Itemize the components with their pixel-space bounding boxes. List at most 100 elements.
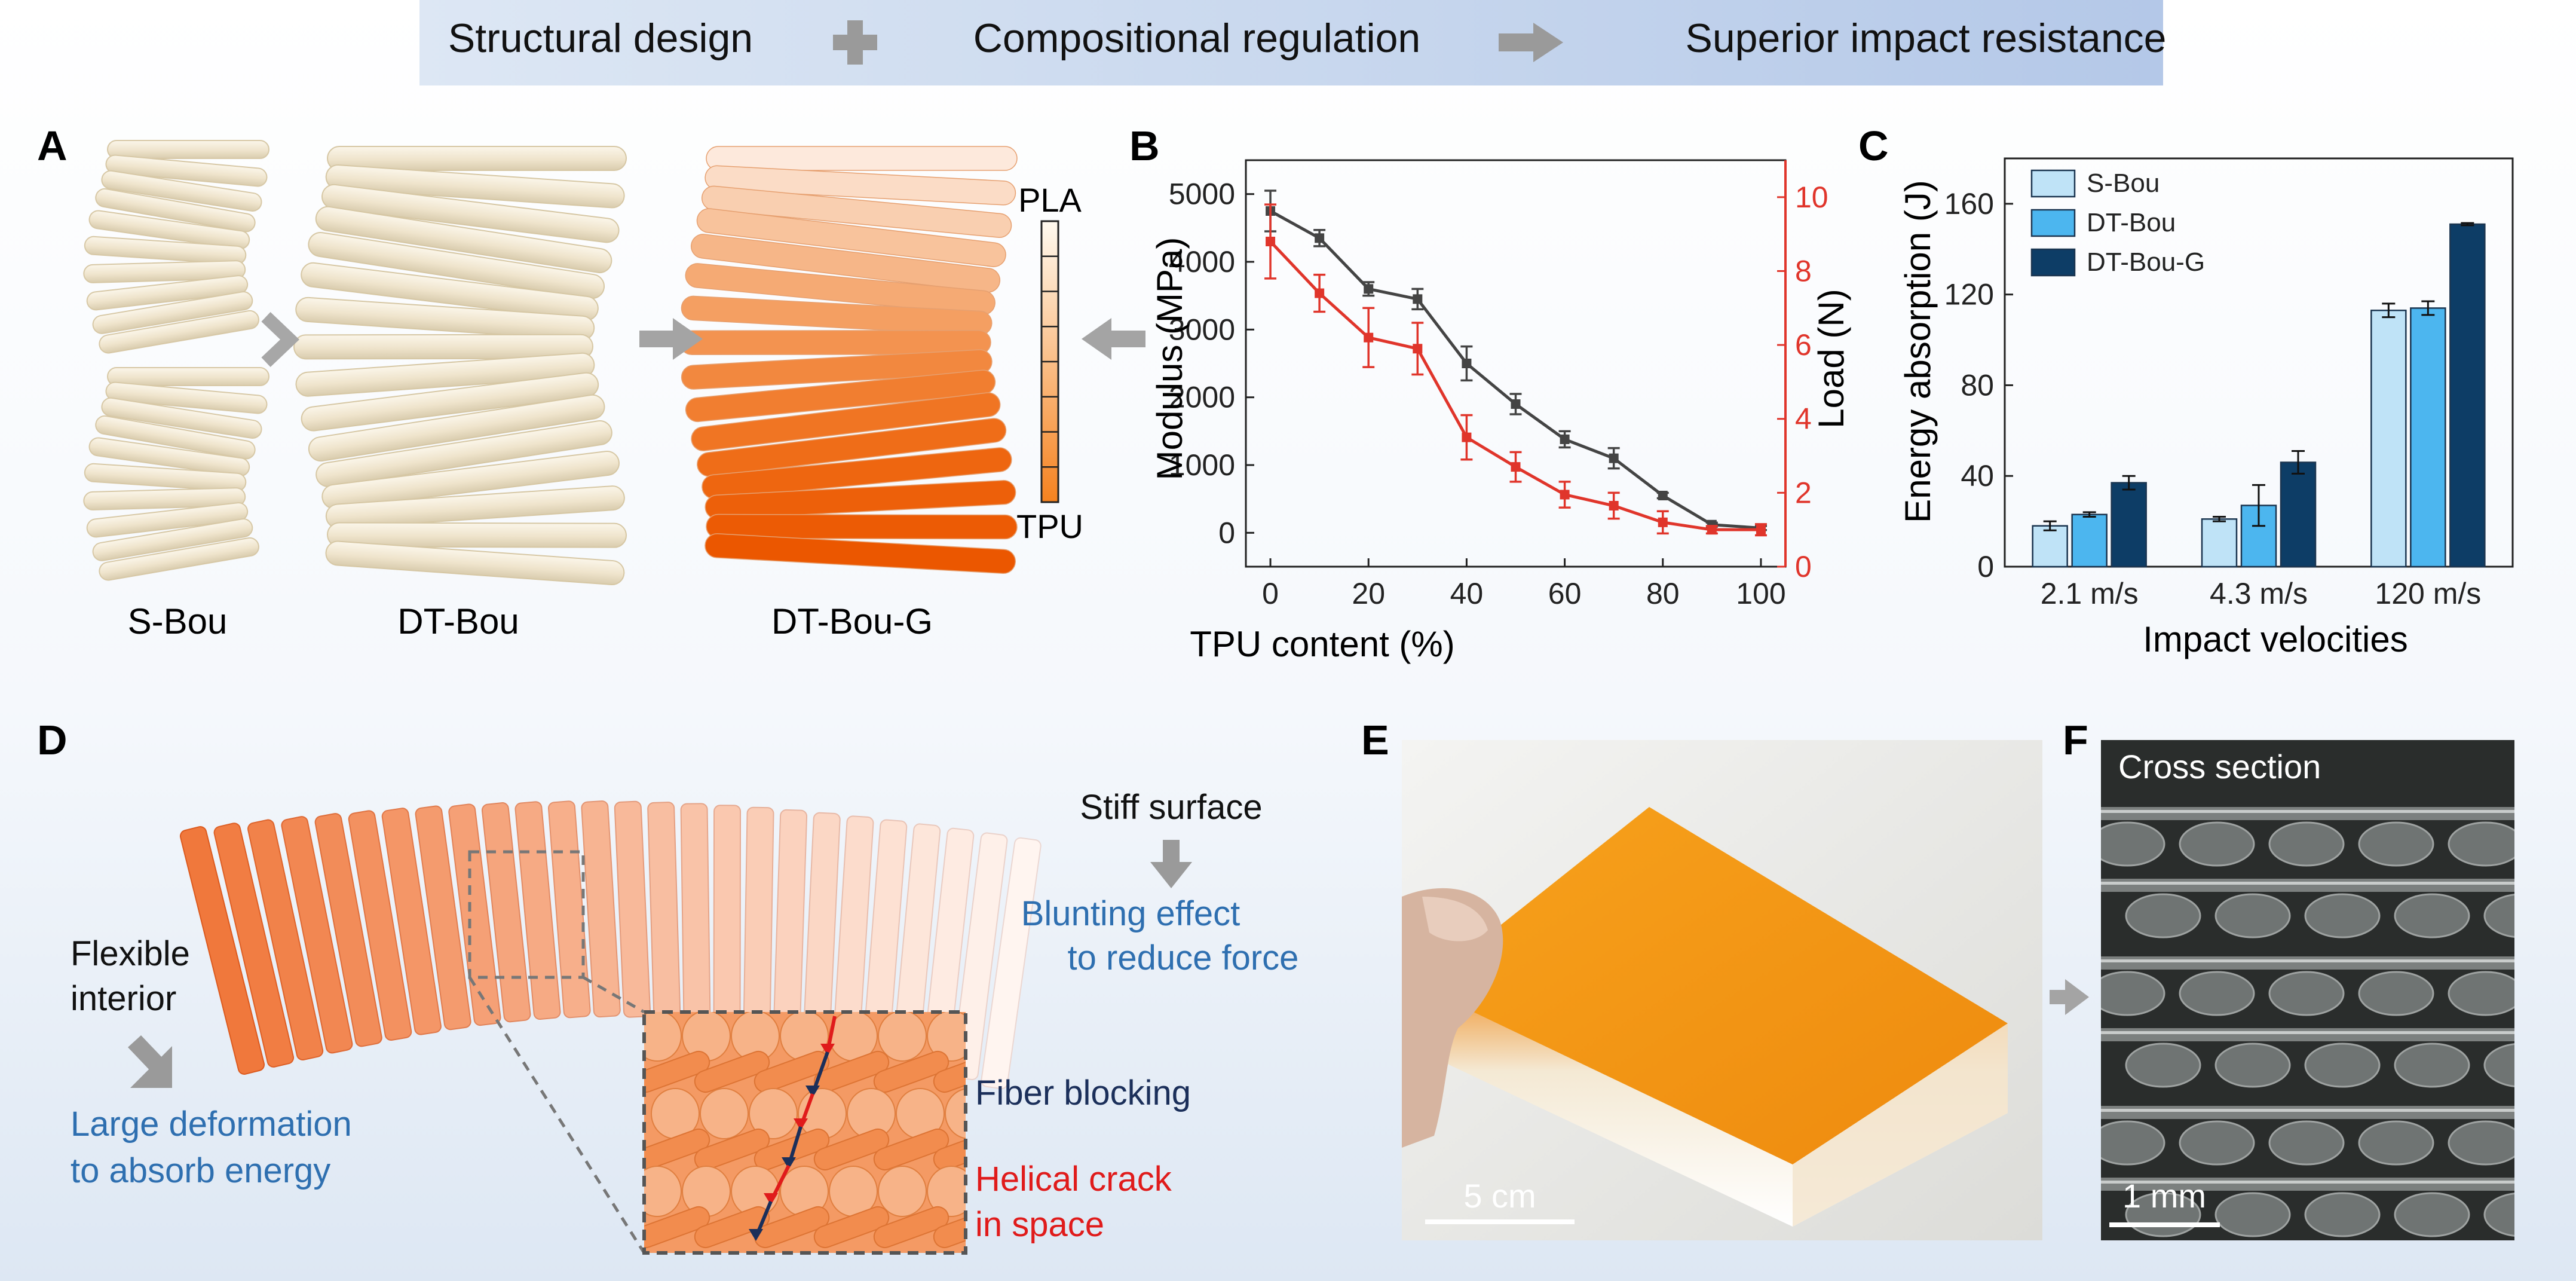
zoom-line-top [582, 976, 645, 1014]
fiber-rod [873, 1128, 949, 1171]
rod-layer [697, 418, 1007, 477]
fiber-rod [753, 1128, 830, 1171]
fiber-end [700, 1088, 749, 1139]
c-y-axis-label: Energy absorption (J) [1898, 180, 1938, 523]
legend-label-dt-bou-g: DT-Bou-G [2087, 247, 2205, 277]
e-scale-label: 5 cm [1463, 1177, 1536, 1215]
load-point [1364, 332, 1374, 343]
rod-layer [321, 450, 620, 509]
fiber-layer [514, 801, 561, 1020]
load-point [1413, 344, 1423, 354]
fiber-cross-section [2394, 1042, 2470, 1088]
rod-layer [86, 275, 249, 311]
fiber-band-highlight [2101, 1031, 2514, 1034]
bar-s-bou [2201, 518, 2238, 568]
fiber-cross-section [2483, 894, 2514, 938]
fiber-end [878, 1166, 927, 1217]
load-series-line [1269, 240, 1761, 531]
arrow-down-icon [1150, 840, 1192, 888]
fiber-layer [448, 803, 501, 1026]
rod-layer [706, 146, 1018, 171]
fiber-cross-section [2448, 821, 2514, 867]
rod-layer [88, 210, 250, 250]
fiber-end [878, 1012, 927, 1062]
panel-letter-d: D [37, 717, 68, 763]
f-scale-label: 1 mm [2122, 1177, 2206, 1215]
fiber-rod [933, 1128, 966, 1171]
c-y-tick-label: 160 [1944, 187, 1994, 221]
fiber-cross-section [2394, 1192, 2470, 1237]
fiber-cross-section [2358, 971, 2434, 1016]
chevron-right-icon [261, 312, 299, 367]
label-large-deformation-2: to absorb energy [71, 1151, 330, 1190]
fiber-rod [813, 1206, 890, 1249]
fiber-cross-section [2448, 1120, 2514, 1166]
crack-arrowhead [782, 1157, 796, 1169]
fiber-rod [694, 1050, 770, 1093]
fiber-layer [614, 800, 651, 1018]
energy-absorption-chart: 0 40 80 120 160 2.1 m/s 4.3 m/s 120 m/s S-Bou DT-… [1944, 157, 2514, 610]
arrow-left-icon [1082, 318, 1145, 360]
fiber-layer [281, 816, 353, 1054]
rod-layer [95, 415, 256, 460]
fiber-cross-section [2125, 893, 2201, 938]
s-bou-structure [83, 140, 269, 581]
fiber-inset [644, 1012, 966, 1253]
wavy-helicoidal-structure [179, 800, 1042, 1090]
fiber-cross-section [2268, 1120, 2345, 1166]
rod-layer [293, 334, 594, 360]
c-y-tick-label: 0 [1977, 550, 1994, 583]
rod-layer [685, 369, 996, 423]
fiber-end [749, 1088, 798, 1139]
rod-layer [88, 437, 250, 477]
arrow-right-icon [639, 318, 703, 360]
bar-s-bou [2032, 525, 2068, 568]
zoom-line-bottom [468, 976, 646, 1254]
fiber-cross-section [2268, 821, 2345, 867]
fiber-rod [644, 1128, 710, 1171]
rod-layer [702, 447, 1012, 500]
fiber-band-highlight [2101, 1181, 2514, 1184]
rod-layer [83, 487, 246, 510]
fiber-cross-section [2304, 893, 2381, 938]
helical-crack-path [749, 1016, 837, 1241]
label-flexible: Flexible [71, 934, 190, 973]
zoom-region-box [468, 850, 585, 979]
plus-icon [833, 20, 877, 65]
panel-a: A PLA TPU S-Bou DT-Bou DT-Bou-G [37, 123, 1145, 641]
rod-layer [325, 164, 625, 209]
panel-letter-b: B [1129, 123, 1160, 169]
label-blunting-2: to reduce force [1068, 938, 1299, 977]
rod-layer [316, 420, 612, 487]
fiber-layer [381, 808, 442, 1035]
f-scale-bar [2109, 1222, 2220, 1227]
b-plot-frame [1245, 159, 1787, 568]
b-right-tick-label: 4 [1795, 402, 1812, 436]
fiber-cross-section [2394, 893, 2470, 938]
c-category-label: 4.3 m/s [2210, 577, 2308, 610]
rod-layer [308, 231, 605, 299]
bar-dt-bou [2071, 513, 2108, 568]
banner-background [419, 0, 2163, 85]
crack-arrowhead [805, 1086, 820, 1097]
e-scale-bar [1425, 1219, 1575, 1224]
fiber-cross-section [2483, 1043, 2514, 1087]
fiber-cross-section [2179, 971, 2255, 1016]
thumb [1402, 888, 1503, 1148]
fiber-layer [314, 813, 382, 1047]
fiber-layer [680, 803, 711, 1022]
fiber-rod [694, 1128, 770, 1171]
fiber-layer [713, 805, 742, 1025]
fiber-rod [933, 1050, 966, 1093]
bar-s-bou [2370, 309, 2407, 568]
rod-layer [326, 522, 627, 548]
fiber-band-highlight [2101, 1109, 2514, 1112]
label-stiff-surface: Stiff surface [1080, 788, 1262, 827]
fiber-rod [933, 1206, 966, 1249]
rod-layer [325, 540, 625, 586]
modulus-point [1560, 434, 1570, 444]
fiber-rod [753, 1050, 830, 1093]
rod-layer [295, 352, 595, 397]
